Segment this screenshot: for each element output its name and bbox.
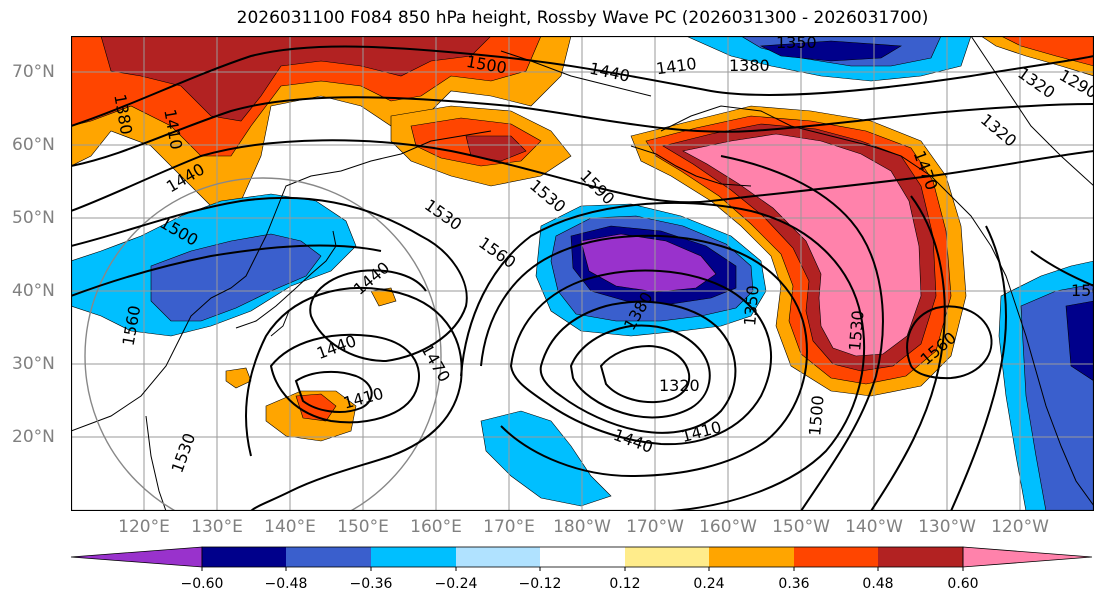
lat-label-70: 70°N: [12, 62, 55, 82]
colorbar-segment: [286, 547, 371, 567]
map-frame: [71, 36, 1094, 511]
colorbar-tick-label: −0.60: [180, 576, 224, 592]
lat-label-40: 40°N: [12, 281, 55, 301]
lon-label-170e: 170°E: [483, 517, 535, 537]
map-title: 2026031100 F084 850 hPa height, Rossby W…: [236, 8, 929, 28]
contour-label: 1560: [1071, 281, 1094, 300]
lon-label-140w: 140°W: [845, 517, 903, 537]
contour-label: 1320: [659, 376, 700, 395]
colorbar-tick-label: 0.24: [693, 576, 725, 592]
colorbar-tick-label: 0.36: [778, 576, 810, 592]
colorbar-segment: [794, 547, 878, 567]
colorbar-segment: [878, 547, 963, 567]
contour-label: 1500: [805, 395, 827, 437]
colorbar-segment: [371, 547, 456, 567]
colorbar-segment: [625, 547, 709, 567]
colorbar-segment: [709, 547, 794, 567]
lon-label-180w: 180°W: [553, 517, 611, 537]
contour-label: 1350: [740, 285, 762, 327]
lon-label-160e: 160°E: [410, 517, 462, 537]
colorbar-tick-label: 0.12: [609, 576, 641, 592]
lon-label-130w: 130°W: [918, 517, 976, 537]
contour-label: 1530: [845, 310, 867, 352]
coastlines: [71, 36, 1094, 511]
lon-label-120e: 120°E: [118, 517, 170, 537]
colorbar-tick-label: −0.12: [518, 576, 562, 592]
lat-label-50: 50°N: [12, 208, 55, 228]
longitude-labels: 120°E 130°E 140°E 150°E 160°E 170°E 180°…: [0, 517, 1105, 541]
colorbar-tick-label: −0.48: [264, 576, 308, 592]
height-contours: [71, 45, 1094, 511]
projection-circle: [84, 177, 442, 511]
lat-label-60: 60°N: [12, 135, 55, 155]
contour-label: 1380: [729, 56, 770, 75]
colorbar: [70, 546, 1093, 571]
lon-label-130e: 130°E: [191, 517, 243, 537]
lon-label-170w: 170°W: [626, 517, 684, 537]
colorbar-extend-min: [70, 546, 203, 568]
lon-label-140e: 140°E: [264, 517, 316, 537]
colorbar-segment: [456, 547, 540, 567]
colorbar-segment: [202, 547, 286, 567]
lat-label-20: 20°N: [12, 427, 55, 447]
colorbar-tick-label: 0.60: [947, 576, 979, 592]
contour-label: 1350: [776, 36, 817, 52]
colorbar-extend-max: [962, 546, 1093, 568]
lon-label-150e: 150°E: [337, 517, 389, 537]
map-panel: 1500 1440 1410 1380 1350 1320 1380 1410 …: [71, 36, 1094, 511]
lon-label-160w: 160°W: [699, 517, 757, 537]
colorbar-segment: [540, 547, 625, 567]
lon-label-120w: 120°W: [991, 517, 1049, 537]
lon-label-150w: 150°W: [772, 517, 830, 537]
colorbar-frame: [201, 546, 964, 568]
colorbar-tick-label: −0.36: [349, 576, 393, 592]
colorbar-tick-label: 0.48: [862, 576, 894, 592]
lat-label-30: 30°N: [12, 354, 55, 374]
colorbar-tick-label: −0.24: [434, 576, 478, 592]
